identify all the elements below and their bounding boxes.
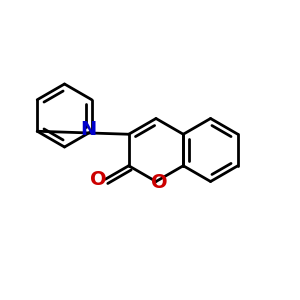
Text: O: O [151,173,167,192]
Text: N: N [81,120,97,139]
Text: O: O [89,170,106,189]
